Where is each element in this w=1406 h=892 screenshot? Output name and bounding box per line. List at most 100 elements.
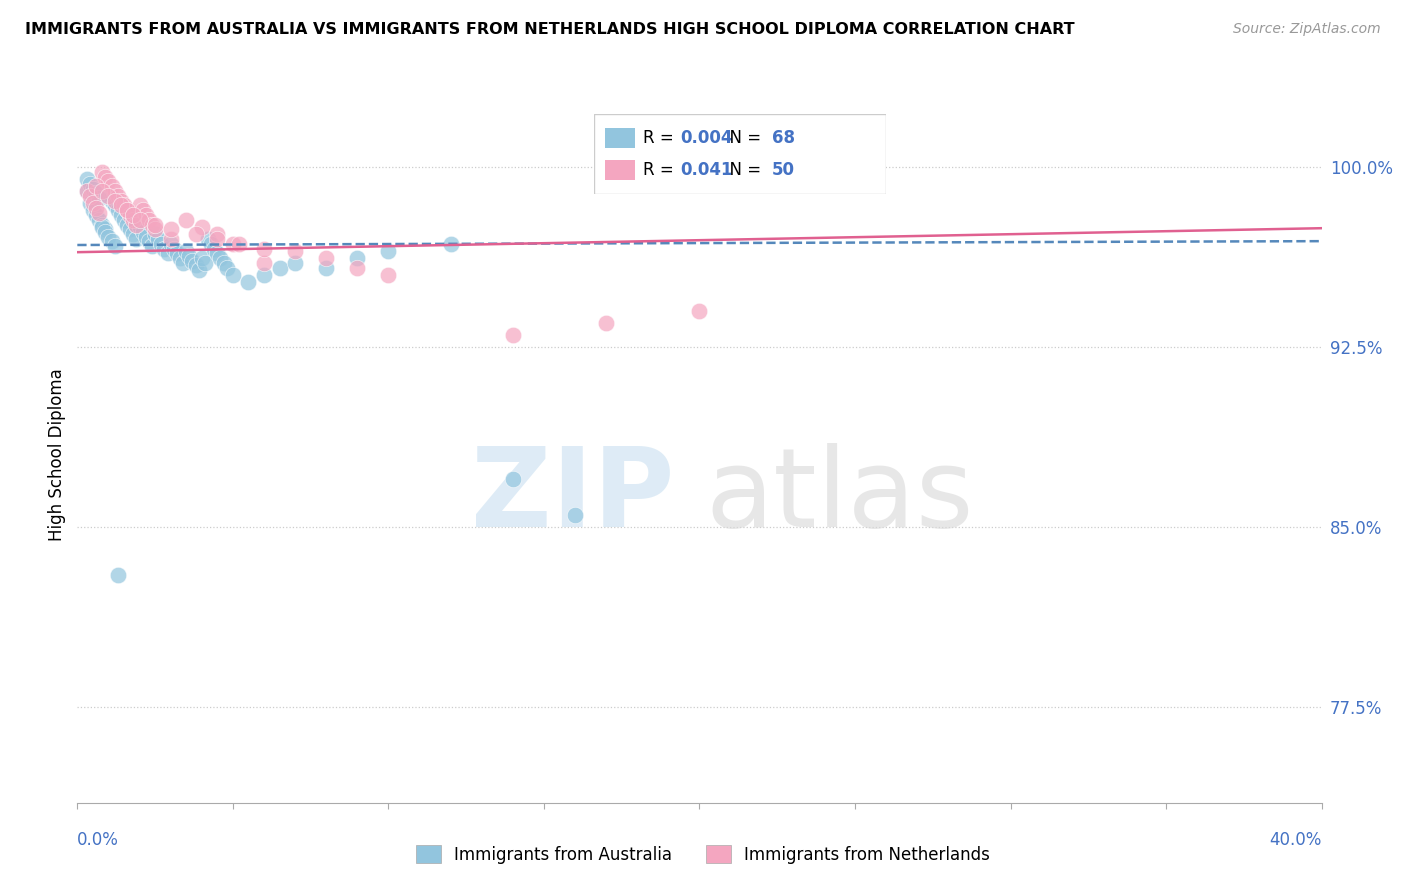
Point xyxy=(110,194,132,208)
Point xyxy=(112,212,135,227)
Point xyxy=(135,229,157,244)
Point xyxy=(135,208,157,222)
Point xyxy=(141,239,163,253)
Point xyxy=(156,246,179,260)
Point xyxy=(91,219,114,234)
Point xyxy=(100,235,122,249)
Point xyxy=(153,242,176,256)
Point xyxy=(169,251,191,265)
Point xyxy=(159,222,181,236)
Point xyxy=(138,212,160,227)
Point xyxy=(202,242,225,256)
Point xyxy=(115,203,138,218)
Point xyxy=(377,268,399,282)
Point xyxy=(104,194,127,208)
Point xyxy=(87,212,110,227)
Point xyxy=(187,263,209,277)
Point xyxy=(82,181,104,195)
Point xyxy=(207,227,229,242)
Point xyxy=(115,203,138,218)
Point xyxy=(82,196,104,211)
Point xyxy=(159,236,181,251)
Point xyxy=(97,189,120,203)
Point xyxy=(131,203,153,218)
Point xyxy=(94,225,117,239)
Point xyxy=(128,198,150,212)
Point xyxy=(184,259,207,273)
Point xyxy=(94,222,117,236)
Point xyxy=(315,251,337,265)
Point xyxy=(143,222,166,236)
Point xyxy=(141,218,163,232)
Point xyxy=(120,208,142,222)
Point xyxy=(502,328,524,343)
Point xyxy=(97,174,120,188)
Point xyxy=(84,179,107,194)
Point xyxy=(159,232,181,246)
Point xyxy=(228,236,250,251)
Point xyxy=(122,227,145,242)
Point xyxy=(200,236,222,251)
Point xyxy=(174,212,197,227)
Point xyxy=(163,242,186,256)
Point xyxy=(166,246,188,260)
Point xyxy=(222,236,245,251)
Point xyxy=(128,212,150,227)
Point xyxy=(194,256,217,270)
Point xyxy=(97,189,120,203)
Point xyxy=(122,208,145,222)
Point xyxy=(104,184,127,198)
Point xyxy=(346,260,368,275)
Point xyxy=(104,239,127,253)
Point xyxy=(79,177,101,191)
Point xyxy=(94,169,117,184)
Point xyxy=(97,229,120,244)
Text: atlas: atlas xyxy=(706,443,974,550)
Point xyxy=(76,184,98,198)
Point xyxy=(104,198,127,212)
Point xyxy=(209,251,232,265)
Point xyxy=(689,304,711,318)
Y-axis label: High School Diploma: High School Diploma xyxy=(48,368,66,541)
Point xyxy=(284,244,307,258)
Point xyxy=(377,244,399,258)
Text: 0.0%: 0.0% xyxy=(77,831,120,849)
Point xyxy=(148,232,170,246)
Text: Source: ZipAtlas.com: Source: ZipAtlas.com xyxy=(1233,22,1381,37)
Point xyxy=(179,249,201,263)
Point xyxy=(84,186,107,201)
Point xyxy=(191,219,214,234)
Point xyxy=(253,268,276,282)
Point xyxy=(238,275,260,289)
Point xyxy=(315,260,337,275)
Point xyxy=(100,194,122,208)
Text: 40.0%: 40.0% xyxy=(1270,831,1322,849)
Point xyxy=(269,260,291,275)
Point xyxy=(91,165,114,179)
Point xyxy=(87,191,110,205)
Point xyxy=(191,251,214,265)
Point xyxy=(91,218,114,232)
Point xyxy=(110,208,132,222)
Point xyxy=(122,212,145,227)
Point xyxy=(125,218,148,232)
Point xyxy=(84,201,107,215)
Text: ZIP: ZIP xyxy=(471,443,675,550)
Text: IMMIGRANTS FROM AUSTRALIA VS IMMIGRANTS FROM NETHERLANDS HIGH SCHOOL DIPLOMA COR: IMMIGRANTS FROM AUSTRALIA VS IMMIGRANTS … xyxy=(25,22,1076,37)
Point xyxy=(143,218,166,232)
Point xyxy=(502,472,524,486)
Point xyxy=(284,256,307,270)
Point xyxy=(107,567,129,582)
Legend: Immigrants from Australia, Immigrants from Netherlands: Immigrants from Australia, Immigrants fr… xyxy=(409,838,997,871)
Point xyxy=(253,256,276,270)
Point xyxy=(595,316,617,330)
Point xyxy=(76,172,98,186)
Point xyxy=(440,236,463,251)
Point xyxy=(107,189,129,203)
Point xyxy=(76,184,98,198)
Point xyxy=(82,203,104,218)
Point xyxy=(91,184,114,198)
Point xyxy=(172,256,194,270)
Point xyxy=(207,232,229,246)
Point xyxy=(215,260,238,275)
